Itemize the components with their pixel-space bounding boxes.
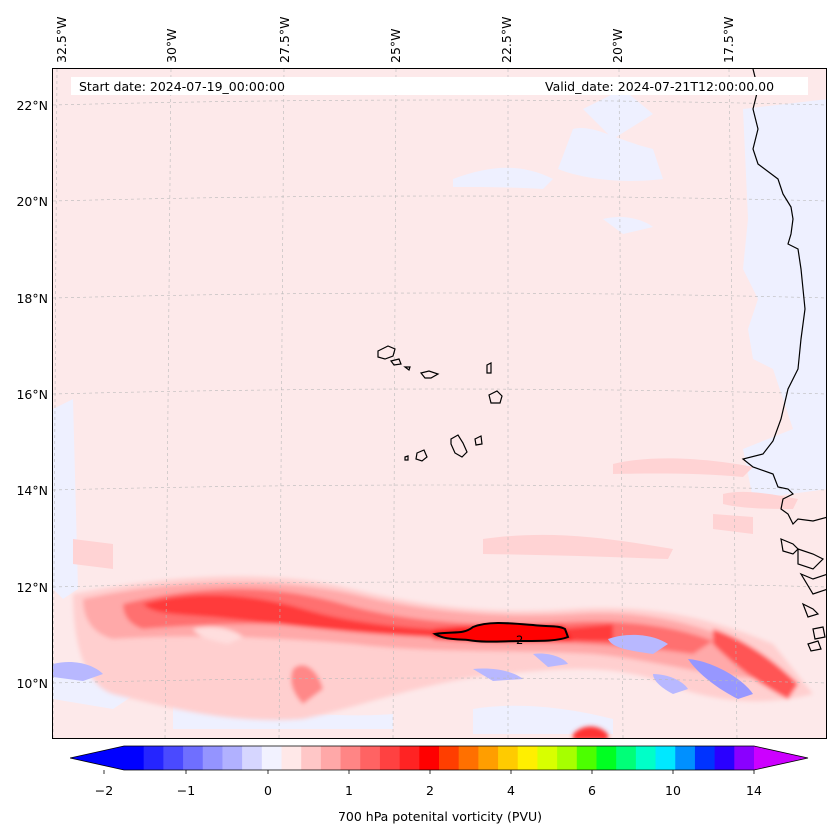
colorbar-tick-6: 6 [588, 783, 596, 798]
colorbar-segment [478, 746, 499, 770]
colorbar-over-arrow [754, 746, 808, 770]
colorbar-tick-neg2: −2 [94, 783, 114, 798]
colorbar-segment [576, 746, 597, 770]
negative-pv-cores [53, 634, 753, 699]
island-sao-nicolau [419, 370, 440, 379]
colorbar-tick-1: 1 [345, 783, 353, 798]
colorbar-segment [301, 746, 322, 770]
colorbar-segment [340, 746, 361, 770]
lat-label-22n: 22°N [16, 98, 48, 113]
island-sao-vicente [389, 358, 402, 366]
lon-label-32-5w: 32.5°W [54, 16, 69, 63]
colorbar-segment [360, 746, 381, 770]
lon-label-17-5w: 17.5°W [721, 16, 736, 63]
pv-field-map: 2 [53, 69, 826, 738]
lat-label-14n: 14°N [16, 483, 48, 498]
pv-band [73, 576, 813, 738]
colorbar-tick-14: 14 [746, 783, 762, 798]
colorbar-segment [439, 746, 460, 770]
colorbar-segment [498, 746, 519, 770]
coastline [377, 69, 826, 652]
colorbar-segment [320, 746, 342, 770]
lon-label-25w: 25°W [388, 28, 403, 63]
colorbar-segment [261, 746, 282, 770]
colorbar-segment [242, 746, 263, 770]
colorbar-tick-4: 4 [507, 783, 515, 798]
colorbar-segment [655, 746, 676, 770]
lat-label-10n: 10°N [16, 676, 48, 691]
date-header [71, 77, 808, 95]
contour-label: 2 [516, 633, 523, 647]
island-brava [404, 455, 409, 461]
pv-2-contour [432, 622, 570, 643]
colorbar-tick-10: 10 [665, 783, 681, 798]
lon-label-30w: 30°W [164, 28, 179, 63]
island-maio [474, 435, 483, 446]
colorbar-segment [458, 746, 479, 770]
lon-label-27-5w: 27.5°W [277, 16, 292, 63]
colorbar-segment [419, 746, 440, 770]
colorbar-label: 700 hPa potenital vorticity (PVU) [337, 809, 543, 824]
colorbar-segment [281, 746, 302, 770]
colorbar-segment [734, 746, 755, 770]
map-panel: 2 [52, 68, 827, 739]
colorbar-segment [183, 746, 204, 770]
gridlines [53, 69, 826, 738]
colorbar-segment [163, 746, 184, 770]
lat-label-20n: 20°N [16, 194, 48, 209]
colorbar [70, 745, 809, 774]
lat-label-16n: 16°N [16, 387, 48, 402]
island-santiago [450, 434, 468, 458]
african-coastline [741, 69, 826, 526]
weak-pv-patches [73, 458, 798, 569]
colorbar-segment [399, 746, 420, 770]
colorbar-under-arrow [70, 746, 124, 770]
colorbar-outline [70, 745, 809, 771]
colorbar-tick-neg1: −1 [176, 783, 196, 798]
lat-label-18n: 18°N [16, 291, 48, 306]
island-santa-luzia [403, 366, 411, 371]
colorbar-segment [596, 746, 617, 770]
island-fogo [415, 449, 428, 462]
valid-date: Valid_date: 2024-07-21T12:00:00.00 [545, 79, 775, 94]
colorbar-segment [714, 746, 735, 770]
colorbar-segment [537, 746, 558, 770]
colorbar-segment [143, 746, 164, 770]
colorbar-segment [635, 746, 657, 770]
colorbar-segment [694, 746, 716, 770]
lon-label-20w: 20°W [610, 28, 625, 63]
colorbar-segment [616, 746, 637, 770]
lat-label-12n: 12°N [16, 580, 48, 595]
colorbar-tick-2: 2 [426, 783, 434, 798]
colorbar-segment [222, 746, 243, 770]
colorbar-segment [124, 746, 145, 770]
colorbar-segment [675, 746, 696, 770]
island-boa-vista [488, 390, 503, 404]
lon-label-22-5w: 22.5°W [499, 16, 514, 63]
island-sal [486, 362, 492, 374]
island-santo-antao [377, 345, 396, 360]
colorbar-segment [202, 746, 223, 770]
colorbar-segment [557, 746, 578, 770]
colorbar-segment [379, 746, 401, 770]
start-date: Start date: 2024-07-19_00:00:00 [79, 79, 285, 94]
colorbar-tick-0: 0 [264, 783, 272, 798]
colorbar-segment [517, 746, 538, 770]
